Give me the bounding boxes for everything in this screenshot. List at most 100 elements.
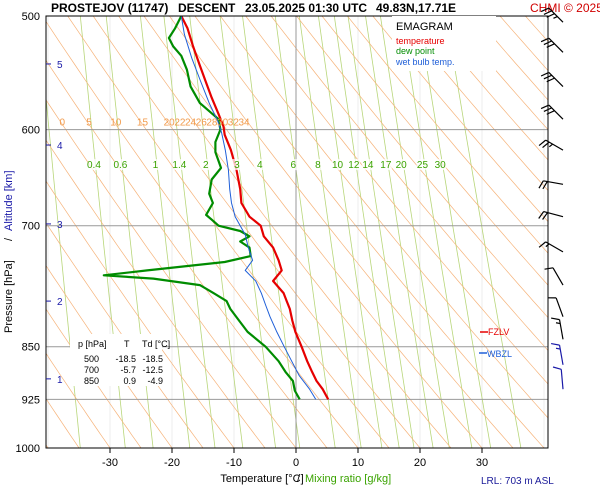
wind-barb-flag — [543, 10, 552, 15]
mixing-ratio-label: 25 — [417, 160, 429, 171]
legend-temperature: temperature — [396, 36, 445, 46]
wind-barb — [544, 267, 564, 286]
x-axis-separator: / — [297, 473, 301, 485]
mixing-ratio-label-bg — [311, 159, 324, 171]
wind-barb-staff — [545, 139, 564, 151]
x-axis-label: Temperature [°C] — [220, 473, 303, 485]
wind-barb-flag — [542, 212, 549, 220]
dry-adiabat-line — [46, 20, 359, 448]
table-header-p: p [hPa] — [78, 339, 107, 349]
pressure-tick-label: 850 — [22, 342, 40, 354]
table-header-td: Td [°C] — [142, 339, 170, 349]
wind-barb-flag — [542, 181, 548, 190]
wind-barb-half — [555, 347, 561, 350]
mixing-ratio-label: 1.4 — [172, 160, 186, 171]
x-tick-label: -20 — [164, 457, 180, 469]
wind-barb — [538, 139, 564, 151]
mixing-ratio-label: 2 — [203, 160, 209, 171]
wind-barb — [551, 317, 564, 340]
wind-barb-flag — [542, 141, 550, 148]
wind-barb — [547, 297, 564, 317]
mixing-ratio-label: 14 — [362, 160, 374, 171]
mixing-ratio-label: 20 — [396, 160, 408, 171]
x-tick-label: 0 — [293, 457, 299, 469]
dry-adiabat-line — [270, 16, 548, 352]
dry-adiabat-line — [92, 16, 421, 448]
mixing-ratio-label-bg — [114, 159, 127, 171]
altitude-tick-label: 1 — [57, 375, 63, 386]
wind-barb — [538, 241, 564, 253]
x-tick-label: 10 — [352, 457, 364, 469]
wind-barb-flag — [543, 40, 552, 46]
table-cell: -12.5 — [142, 365, 163, 375]
dry-adiabat-line — [245, 16, 548, 385]
mixing-ratio-label-bg — [87, 159, 100, 171]
dry-adiabat-line — [474, 16, 548, 101]
dry-adiabat-line — [448, 16, 548, 131]
mixing-ratio-line — [380, 16, 450, 448]
wind-barb-flag — [540, 37, 550, 43]
dry-adiabat-line — [423, 16, 548, 161]
dry-adiabat-label: 24 — [185, 118, 197, 129]
table-cell: -18.5 — [115, 354, 136, 364]
dry-adiabat-label: 28 — [206, 118, 218, 129]
mixing-ratio-label-bg — [230, 159, 243, 171]
wind-barb-staff — [555, 297, 564, 317]
wind-barb-staff — [548, 7, 564, 23]
wind-barb — [540, 71, 564, 88]
mixing-ratio-label: 0.4 — [87, 160, 101, 171]
mixing-ratio-line — [46, 93, 81, 448]
mixing-ratio-label-bg — [149, 159, 162, 171]
pressure-tick-label: 500 — [22, 11, 40, 23]
table-cell: -4.9 — [147, 376, 163, 386]
pressure-tick-label: 700 — [22, 221, 40, 233]
temperature-profile-line — [180, 16, 330, 400]
wind-barb-half — [555, 322, 561, 325]
table-cell: 0.9 — [123, 376, 136, 386]
mixing-ratio-line — [242, 16, 301, 448]
wind-barb-half — [545, 243, 550, 248]
mixing-ratio-label: 10 — [332, 160, 344, 171]
wind-barb — [551, 342, 564, 365]
table-cell: -18.5 — [142, 354, 163, 364]
mixing-ratio-label-bg — [331, 159, 344, 171]
dry-adiabat-line — [296, 16, 548, 319]
wind-barb — [540, 37, 564, 53]
altitude-tick-label: 2 — [57, 297, 63, 308]
wind-barb-flag — [546, 77, 555, 83]
mode-label: DESCENT — [178, 1, 236, 15]
dry-adiabat-line — [347, 16, 548, 254]
mixing-ratio-label-bg — [361, 159, 374, 171]
table-cell: 850 — [84, 376, 99, 386]
y-axis-altitude-label: Altitude [km] — [3, 170, 15, 231]
wind-barb-flag — [540, 104, 550, 110]
y-axis-separator: / — [3, 237, 15, 241]
mixing-ratio-label: 8 — [315, 160, 321, 171]
mixing-ratio-label-bg — [416, 159, 429, 171]
dry-adiabat-label: 30 — [217, 118, 229, 129]
mixing-ratio-line — [298, 16, 362, 448]
y-axis-label-group: Pressure [hPa] / Altitude [km] — [3, 170, 15, 333]
dry-adiabat-line — [67, 16, 390, 448]
wind-barb-flag — [552, 366, 562, 370]
dry-adiabat-line — [46, 139, 266, 448]
pressure-tick-label: 925 — [22, 394, 40, 406]
pressure-tick-label: 1000 — [16, 443, 40, 455]
x-tick-label: -10 — [226, 457, 242, 469]
wind-barb — [538, 180, 564, 190]
lrl-label: LRL: 703 m ASL — [481, 476, 554, 487]
mixing-ratio-line — [274, 16, 336, 448]
table-cell: 500 — [84, 354, 99, 364]
mixing-ratio-line — [333, 16, 400, 448]
mixing-ratio-line — [79, 16, 126, 448]
wind-barb-staff — [545, 241, 564, 253]
legend-title: EMAGRAM — [396, 21, 453, 33]
wind-barb — [552, 366, 564, 390]
mixing-ratio-line — [418, 16, 492, 448]
wbzl-label: WBZL — [487, 349, 512, 359]
mixing-ratio-label: 17 — [380, 160, 392, 171]
wind-barb-flag — [546, 13, 555, 18]
wind-barb-flag — [540, 71, 550, 77]
dry-adiabat-label: 32 — [228, 118, 240, 129]
mixing-ratio-line — [219, 16, 276, 448]
